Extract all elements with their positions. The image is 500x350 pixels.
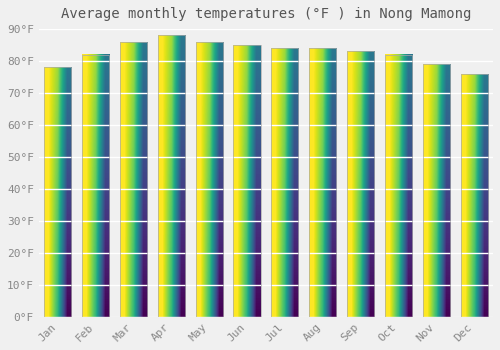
Bar (460, 74, 488, 317)
Bar (44, 68, 72, 317)
Bar (158, 35, 185, 317)
Bar (309, 48, 336, 317)
Title: Average monthly temperatures (°F ) in Nong Mamong: Average monthly temperatures (°F ) in No… (60, 7, 471, 21)
Bar (385, 55, 412, 317)
Bar (271, 48, 298, 317)
Bar (422, 64, 450, 317)
Bar (196, 42, 223, 317)
Bar (120, 42, 147, 317)
Bar (234, 45, 260, 317)
Bar (82, 55, 109, 317)
Bar (347, 51, 374, 317)
